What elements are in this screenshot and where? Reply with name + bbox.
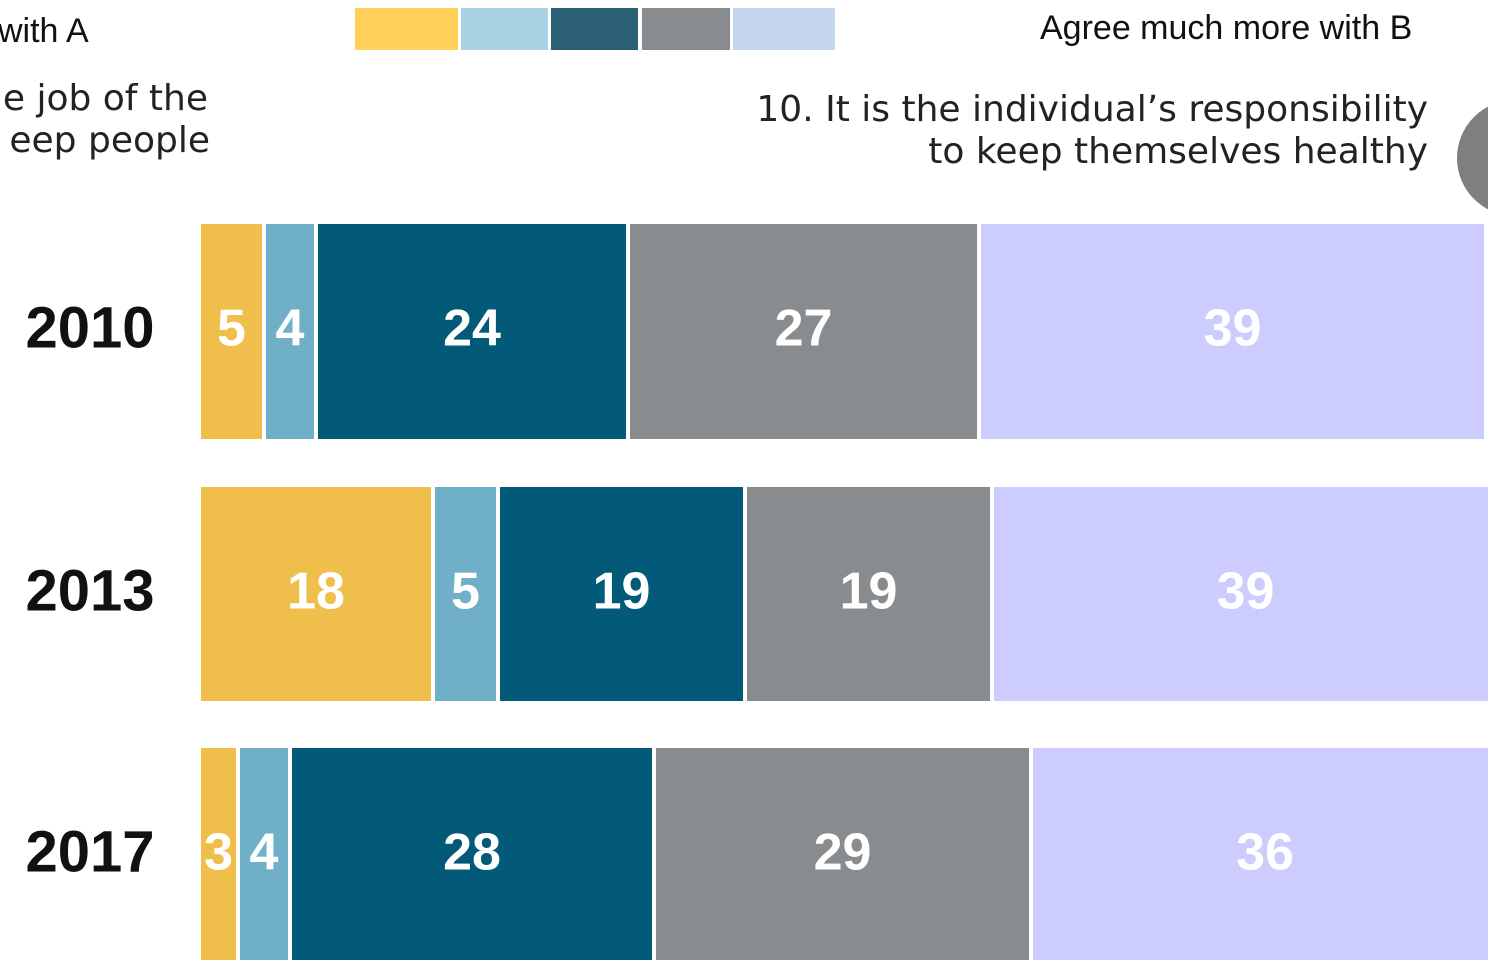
left-heading: eep people [9, 120, 210, 161]
data-label: 3 [204, 824, 233, 882]
data-label: 4 [250, 824, 279, 882]
data-label: 29 [814, 824, 872, 882]
bar-segment [1033, 748, 1488, 960]
right-heading: to keep themselves healthy [928, 131, 1428, 172]
data-label: 24 [443, 300, 501, 358]
bar-segment [292, 748, 652, 960]
data-label: 19 [840, 563, 898, 621]
bar-segment [630, 224, 977, 439]
bar-segment [318, 224, 626, 439]
bar-segment [240, 748, 288, 960]
left-heading: e job of the [3, 78, 208, 119]
bar-segment [201, 224, 262, 439]
bar-segment [981, 224, 1484, 439]
data-label: 5 [217, 300, 246, 358]
bar-segment [656, 748, 1029, 960]
right-heading: 10. It is the individual’s responsibilit… [756, 89, 1428, 130]
category-label: 2017 [25, 819, 154, 884]
bar-segment [201, 748, 236, 960]
legend-swatch [461, 8, 548, 50]
category-label: 2013 [25, 558, 154, 623]
bar-segment [500, 487, 743, 701]
data-label: 36 [1236, 824, 1294, 882]
bar-segment [994, 487, 1488, 701]
data-label: 4 [276, 300, 305, 358]
category-label: 2010 [25, 295, 154, 360]
bar-segment [747, 487, 990, 701]
legend-swatch [355, 8, 458, 50]
bar-segment [435, 487, 496, 701]
data-label: 39 [1217, 563, 1275, 621]
data-label: 39 [1204, 300, 1262, 358]
data-label: 28 [443, 824, 501, 882]
legend-swatch [642, 8, 730, 50]
legend-swatch [551, 8, 638, 50]
icon-circle [1457, 106, 1488, 210]
bar-segment [201, 487, 431, 701]
bar-segment [266, 224, 314, 439]
data-label: 5 [451, 563, 480, 621]
legend-left-label: with A [0, 12, 89, 50]
data-label: 27 [775, 300, 833, 358]
data-label: 18 [287, 563, 345, 621]
legend-swatch [733, 8, 835, 50]
data-label: 19 [593, 563, 651, 621]
legend-right-label: Agree much more with B [1040, 9, 1412, 47]
